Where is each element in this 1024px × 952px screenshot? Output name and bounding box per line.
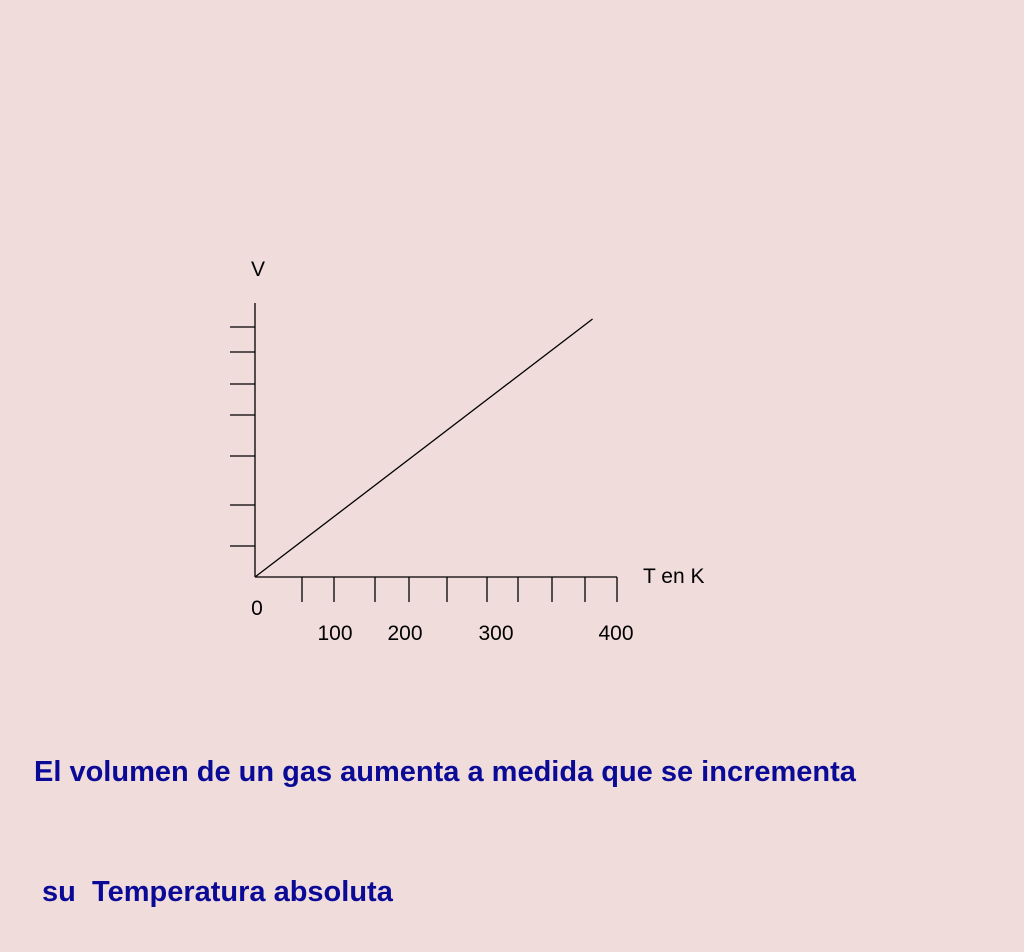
chart: V T en K 0 100 200 300 400 — [230, 258, 704, 645]
x-tick-label: 200 — [387, 622, 422, 645]
x-tick-label: 300 — [478, 622, 513, 645]
x-tick-label: 100 — [317, 622, 352, 645]
caption-line-2: su Temperatura absoluta — [34, 876, 393, 908]
y-axis-label: V — [251, 258, 265, 281]
x-tick-label: 400 — [598, 622, 633, 645]
origin-label: 0 — [251, 597, 263, 620]
caption: El volumen de un gas aumenta a medida qu… — [34, 672, 1014, 952]
caption-line-1: El volumen de un gas aumenta a medida qu… — [34, 756, 856, 788]
y-ticks — [230, 326, 255, 547]
data-line — [254, 318, 593, 578]
x-axis-label: T en K — [643, 565, 704, 588]
x-ticks — [301, 577, 618, 602]
